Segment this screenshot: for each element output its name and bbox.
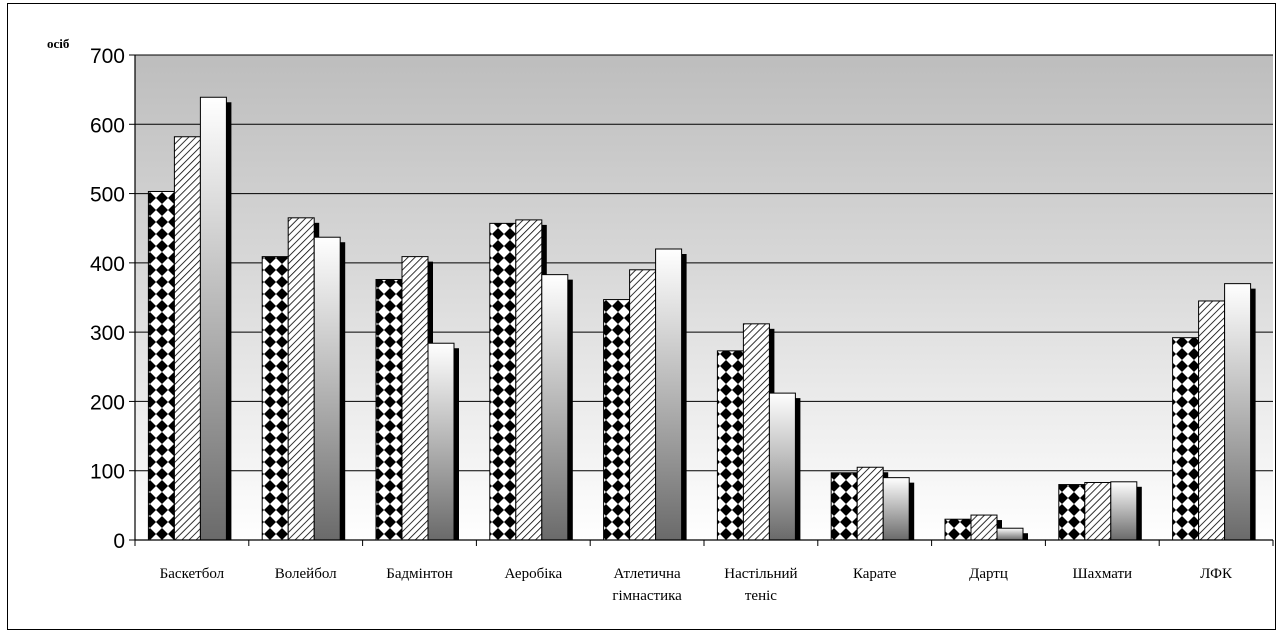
- bar-gradient-3: [541, 274, 569, 541]
- x-category-label: Шахмати: [1073, 566, 1133, 582]
- y-tick-label: 200: [90, 391, 125, 414]
- bar-hatch-6: [856, 466, 884, 541]
- bar-checker-1: [261, 256, 289, 541]
- bar-checker-6: [830, 472, 858, 541]
- bar-hatch-5: [742, 323, 770, 541]
- bar-gradient-6: [882, 477, 910, 541]
- bar-hatch-4: [629, 269, 657, 541]
- y-tick-label: 300: [90, 322, 125, 345]
- bar-gradient-0: [199, 96, 227, 541]
- bar-gradient-1: [313, 236, 341, 541]
- x-category-label: Волейбол: [275, 566, 337, 582]
- bar-checker-3: [489, 222, 517, 541]
- bar-hatch-2: [401, 256, 429, 541]
- bar-gradient-8: [1110, 481, 1138, 541]
- bar-hatch-7: [970, 514, 998, 541]
- bar-gradient-4: [655, 248, 683, 541]
- bar-hatch-8: [1084, 481, 1112, 541]
- bar-hatch-1: [287, 217, 315, 541]
- y-axis-unit-label: осіб: [47, 36, 70, 51]
- bar-checker-7: [944, 518, 972, 541]
- x-category-label: Баскетбол: [160, 566, 225, 582]
- bar-checker-2: [375, 278, 403, 541]
- bar-checker-0: [147, 190, 175, 541]
- x-category-label: Настільний: [724, 566, 797, 582]
- bar-hatch-3: [515, 219, 543, 541]
- y-tick-label: 600: [90, 114, 125, 137]
- x-category-label: Дартц: [969, 566, 1008, 582]
- bar-checker-5: [716, 350, 744, 541]
- x-category-label: Карате: [853, 566, 897, 582]
- bar-gradient-2: [427, 342, 455, 541]
- bar-checker-9: [1172, 337, 1200, 541]
- bar-hatch-9: [1198, 300, 1226, 541]
- x-category-label: гімнастика: [612, 588, 682, 604]
- x-category-label: Атлетична: [613, 566, 681, 582]
- y-tick-label: 700: [90, 45, 125, 68]
- y-tick-label: 400: [90, 253, 125, 276]
- bar-hatch-0: [173, 136, 201, 541]
- bar-gradient-5: [768, 392, 796, 541]
- x-category-label: теніс: [745, 588, 777, 604]
- bar-gradient-7: [996, 527, 1024, 541]
- x-category-label: Аеробіка: [504, 566, 562, 582]
- bar-checker-8: [1058, 484, 1086, 541]
- y-tick-label: 100: [90, 461, 125, 484]
- x-category-label: Бадмінтон: [386, 566, 452, 582]
- bar-gradient-9: [1224, 283, 1252, 541]
- y-tick-label: 0: [113, 530, 125, 553]
- bar-checker-4: [603, 299, 631, 541]
- y-tick-label: 500: [90, 184, 125, 207]
- x-category-label: ЛФК: [1200, 566, 1233, 582]
